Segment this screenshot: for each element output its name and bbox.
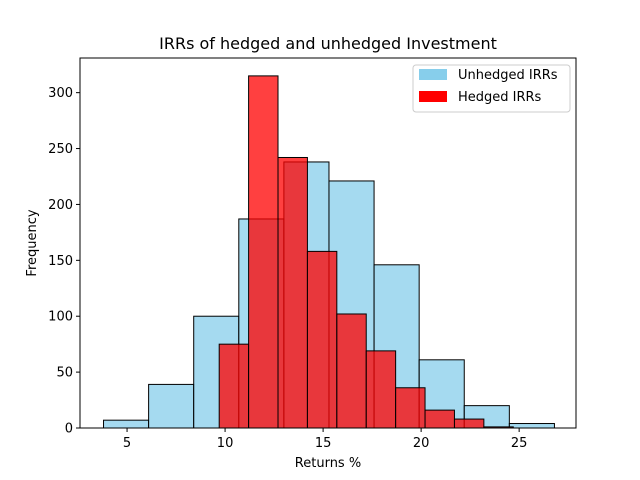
x-tick-label: 10 bbox=[217, 436, 234, 451]
y-tick-label: 0 bbox=[65, 422, 73, 437]
legend-label-hedged: Hedged IRRs bbox=[458, 90, 542, 105]
y-tick-label: 100 bbox=[48, 310, 73, 325]
unhedged-bar-0 bbox=[103, 419, 150, 429]
hedged-bar-7 bbox=[424, 409, 455, 429]
y-axis-label: Frequency bbox=[25, 209, 40, 276]
x-axis-label: Returns % bbox=[295, 456, 361, 471]
hedged-bar-4 bbox=[336, 313, 367, 429]
x-tick-label: 5 bbox=[123, 436, 131, 451]
y-tick-label: 300 bbox=[48, 86, 73, 101]
y-tick-label: 250 bbox=[48, 142, 73, 157]
legend-box bbox=[412, 64, 571, 113]
unhedged-bar-9 bbox=[508, 423, 555, 429]
hedged-bar-3 bbox=[306, 250, 338, 429]
legend-swatch-unhedged bbox=[419, 69, 447, 80]
x-axis: 5 10 15 20 25 bbox=[123, 428, 528, 451]
x-tick-label: 25 bbox=[511, 436, 528, 451]
legend-label-unhedged: Unhedged IRRs bbox=[458, 68, 558, 83]
chart-title: IRRs of hedged and unhedged Investment bbox=[159, 34, 497, 53]
y-tick-label: 150 bbox=[48, 254, 73, 269]
x-tick-label: 15 bbox=[315, 436, 332, 451]
plot-area bbox=[103, 75, 555, 429]
series-hedged bbox=[218, 75, 514, 429]
hedged-bar-2 bbox=[277, 156, 308, 429]
hedged-bar-8 bbox=[453, 418, 485, 429]
hedged-bar-5 bbox=[365, 350, 397, 429]
legend-swatch-hedged bbox=[419, 91, 447, 102]
x-tick-label: 20 bbox=[413, 436, 430, 451]
y-tick-label: 200 bbox=[48, 198, 73, 213]
plot-frame bbox=[79, 57, 577, 429]
y-tick-label: 50 bbox=[56, 366, 73, 381]
unhedged-bar-1 bbox=[148, 383, 195, 429]
hedged-bar-6 bbox=[395, 387, 426, 429]
hedged-bar-1 bbox=[248, 75, 279, 429]
y-axis: 0 50 100 150 200 250 300 bbox=[48, 86, 80, 437]
hedged-bar-0 bbox=[218, 343, 250, 429]
legend: Unhedged IRRs Hedged IRRs bbox=[412, 64, 571, 113]
